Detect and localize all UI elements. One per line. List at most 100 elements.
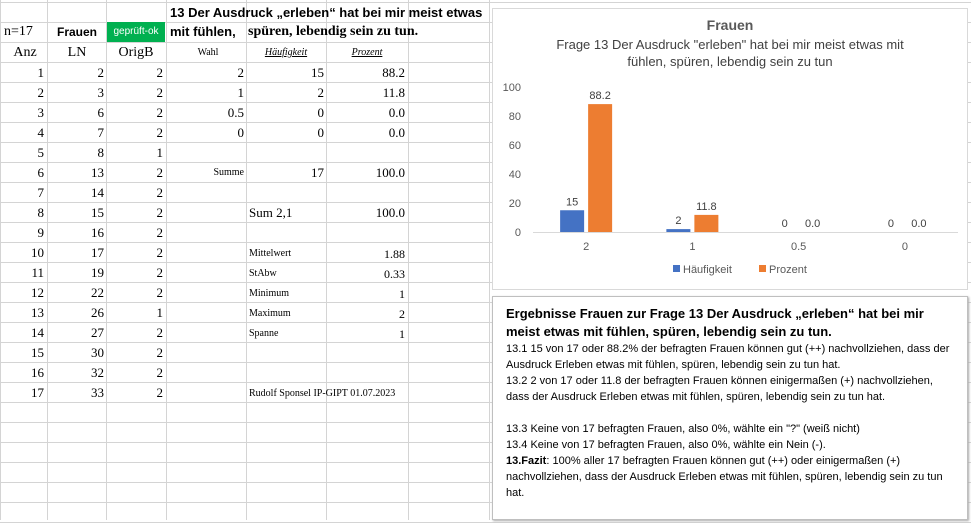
cell-ln[interactable]: 17 xyxy=(91,245,104,260)
cell-origb[interactable]: 2 xyxy=(156,105,164,120)
ln-header[interactable]: LN xyxy=(67,45,87,60)
cell-origb[interactable]: 2 xyxy=(156,65,164,80)
results-textbox[interactable]: Ergebnisse Frauen zur Frage 13 Der Ausdr… xyxy=(492,296,968,520)
cell-ln[interactable]: 26 xyxy=(91,305,104,320)
cell-origb[interactable]: 1 xyxy=(156,305,164,320)
freq-cell-wahl[interactable]: 0 xyxy=(237,125,245,140)
freq-cell-wahl[interactable]: 0.5 xyxy=(227,105,244,120)
stat-value[interactable]: 2 xyxy=(399,307,405,321)
stat-label[interactable]: StAbw xyxy=(249,268,277,279)
haeufigkeit-header[interactable]: Häufigkeit xyxy=(264,47,308,58)
cell-origb[interactable]: 2 xyxy=(156,185,164,200)
legend-label: Häufigkeit xyxy=(683,264,732,276)
frauen-header[interactable]: Frauen xyxy=(56,25,97,39)
cell-origb[interactable]: 2 xyxy=(156,285,164,300)
sum21-prozent[interactable]: 100.0 xyxy=(375,205,405,220)
sum21-label[interactable]: Sum 2,1 xyxy=(249,205,293,220)
cell-anz[interactable]: 1 xyxy=(37,65,45,80)
cell-ln[interactable]: 30 xyxy=(91,345,104,360)
cell-ln[interactable]: 13 xyxy=(91,165,104,180)
cell-origb[interactable]: 2 xyxy=(156,85,164,100)
cell-anz[interactable]: 15 xyxy=(31,345,44,360)
cell-origb[interactable]: 2 xyxy=(156,365,164,380)
cell-origb[interactable]: 2 xyxy=(156,225,164,240)
cell-ln[interactable]: 27 xyxy=(91,325,104,340)
freq-cell-haeuf[interactable]: 15 xyxy=(311,65,324,80)
question-title-line2a[interactable]: mit fühlen, xyxy=(170,24,236,39)
cell-ln[interactable]: 32 xyxy=(91,365,104,380)
cell-ln[interactable]: 33 xyxy=(91,385,104,400)
freq-cell-wahl[interactable]: 2 xyxy=(237,65,245,80)
freq-cell-proz[interactable]: 88.2 xyxy=(382,65,405,80)
cell-ln[interactable]: 6 xyxy=(97,105,105,120)
cell-origb[interactable]: 2 xyxy=(156,165,164,180)
wahl-header[interactable]: Wahl xyxy=(197,47,219,58)
cell-origb[interactable]: 2 xyxy=(156,245,164,260)
cell-anz[interactable]: 10 xyxy=(31,245,44,260)
cell-ln[interactable]: 19 xyxy=(91,265,104,280)
stat-label[interactable]: Maximum xyxy=(249,308,291,319)
summe-prozent[interactable]: 100.0 xyxy=(375,165,405,180)
cell-anz[interactable]: 4 xyxy=(37,125,45,140)
cell-origb[interactable]: 2 xyxy=(156,125,164,140)
cell-anz[interactable]: 14 xyxy=(31,325,44,340)
origb-header[interactable]: OrigB xyxy=(118,45,154,60)
freq-cell-wahl[interactable]: 1 xyxy=(237,85,245,100)
stat-label[interactable]: Mittelwert xyxy=(249,248,292,259)
cell-anz[interactable]: 12 xyxy=(31,285,44,300)
cell-origb[interactable]: 2 xyxy=(156,385,164,400)
cell-ln[interactable]: 3 xyxy=(97,85,105,100)
n-count-label[interactable]: n=17 xyxy=(4,24,33,39)
cell-ln[interactable]: 16 xyxy=(91,225,104,240)
cell-ln[interactable]: 7 xyxy=(97,125,105,140)
anz-header[interactable]: Anz xyxy=(13,45,37,60)
bar-prozent xyxy=(694,214,719,232)
cell-anz[interactable]: 6 xyxy=(37,165,45,180)
cell-anz[interactable]: 9 xyxy=(37,225,45,240)
cell-anz[interactable]: 3 xyxy=(37,105,45,120)
cell-anz[interactable]: 17 xyxy=(31,385,44,400)
prozent-header[interactable]: Prozent xyxy=(351,47,383,58)
freq-cell-haeuf[interactable]: 2 xyxy=(317,85,325,100)
freq-cell-proz[interactable]: 0.0 xyxy=(388,125,405,140)
question-title-line2b[interactable]: spüren, lebendig sein zu tun. xyxy=(248,24,419,39)
grid-row-line xyxy=(0,222,971,223)
cell-origb[interactable]: 1 xyxy=(156,145,164,160)
cell-ln[interactable]: 22 xyxy=(91,285,104,300)
summe-label[interactable]: Summe xyxy=(213,167,244,178)
author-credit[interactable]: Rudolf Sponsel IP-GIPT 01.07.2023 xyxy=(249,388,396,399)
cell-anz[interactable]: 16 xyxy=(31,365,44,380)
stat-value[interactable]: 1 xyxy=(399,327,405,341)
stat-value[interactable]: 0.33 xyxy=(384,267,405,281)
question-title-line1[interactable]: 13 Der Ausdruck „erleben“ hat bei mir me… xyxy=(170,5,483,20)
freq-cell-haeuf[interactable]: 0 xyxy=(317,105,325,120)
legend-swatch xyxy=(673,265,680,272)
cell-ln[interactable]: 14 xyxy=(91,185,104,200)
cell-origb[interactable]: 2 xyxy=(156,265,164,280)
results-fazit: 13.Fazit: 100% aller 17 befragten Frauen… xyxy=(506,453,958,501)
cell-anz[interactable]: 11 xyxy=(31,265,44,280)
cell-anz[interactable]: 5 xyxy=(37,145,45,160)
cell-origb[interactable]: 2 xyxy=(156,345,164,360)
cell-ln[interactable]: 2 xyxy=(97,65,105,80)
stat-value[interactable]: 1 xyxy=(399,287,405,301)
freq-cell-proz[interactable]: 11.8 xyxy=(382,85,405,100)
cell-anz[interactable]: 8 xyxy=(37,205,45,220)
chart-subtitle-line2: fühlen, spüren, lebendig sein zu tun xyxy=(627,54,833,69)
stat-label[interactable]: Spanne xyxy=(249,328,279,339)
stat-value[interactable]: 1.88 xyxy=(384,247,405,261)
cell-anz[interactable]: 2 xyxy=(37,85,45,100)
cell-anz[interactable]: 7 xyxy=(37,185,45,200)
cell-ln[interactable]: 8 xyxy=(97,145,105,160)
geprueft-ok-header[interactable]: geprüft-ok xyxy=(107,22,165,42)
freq-cell-haeuf[interactable]: 0 xyxy=(317,125,325,140)
freq-cell-proz[interactable]: 0.0 xyxy=(388,105,405,120)
results-paragraph-3: 13.3 Keine von 17 befragten Frauen, also… xyxy=(506,423,860,435)
cell-ln[interactable]: 15 xyxy=(91,205,104,220)
bar-chart[interactable]: Frauen Frage 13 Der Ausdruck "erleben" h… xyxy=(492,8,968,290)
summe-haeufigkeit[interactable]: 17 xyxy=(311,165,324,180)
cell-anz[interactable]: 13 xyxy=(31,305,44,320)
stat-label[interactable]: Minimum xyxy=(249,288,290,299)
cell-origb[interactable]: 2 xyxy=(156,205,164,220)
cell-origb[interactable]: 2 xyxy=(156,325,164,340)
